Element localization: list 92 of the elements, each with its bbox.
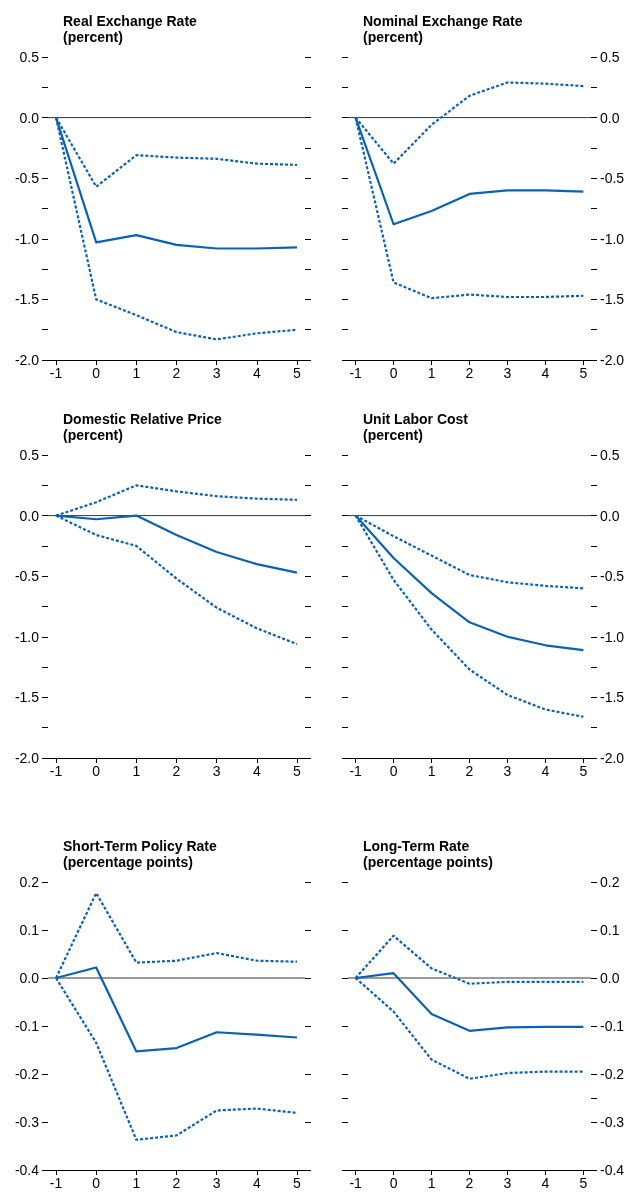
x-tick-label: 5	[293, 365, 302, 381]
x-tick-label: 3	[503, 763, 512, 779]
y-tick-label: -2.0	[600, 750, 625, 766]
y-tick-label: -2.0	[14, 352, 40, 368]
y-tick-label: -1.0	[14, 628, 40, 645]
y-tick-label: -0.2	[600, 1066, 625, 1082]
y-tick-label: -0.1	[600, 1018, 625, 1034]
y-tick-label: -1.5	[14, 291, 40, 308]
x-tick-label: 4	[541, 1175, 550, 1191]
x-tick-label: -1	[49, 1175, 63, 1191]
y-tick-label: 0.1	[19, 922, 40, 938]
x-tick-label: 3	[503, 365, 512, 381]
chart-subtitle: (percent)	[63, 427, 123, 443]
x-tick-label: 5	[579, 763, 588, 779]
y-tick-label: -0.5	[14, 170, 40, 187]
y-tick-label: -0.1	[14, 1018, 40, 1034]
y-tick-label: 0.5	[600, 447, 620, 463]
y-tick-label: -0.2	[14, 1066, 40, 1082]
x-tick-label: 2	[172, 365, 181, 381]
chart-subtitle: (percent)	[363, 427, 423, 443]
x-tick-label: -1	[49, 365, 63, 381]
x-tick-label: 3	[212, 763, 221, 779]
x-tick-label: 1	[132, 763, 141, 779]
x-tick-label: -1	[349, 1175, 363, 1191]
x-tick-label: 4	[252, 365, 261, 381]
x-tick-label: 0	[389, 365, 398, 381]
y-tick-label: -1.5	[600, 291, 625, 308]
y-tick-label: -2.0	[14, 750, 40, 766]
y-tick-label: 0.0	[600, 109, 620, 126]
x-tick-label: -1	[349, 763, 363, 779]
chart-title: Short-Term Policy Rate	[63, 838, 217, 854]
y-tick-label: -1.0	[600, 230, 625, 247]
y-tick-label: 0.0	[600, 970, 620, 986]
x-tick-label: 1	[427, 763, 436, 779]
y-tick-label: -0.5	[600, 568, 625, 585]
x-tick-label: -1	[349, 365, 363, 381]
chart-subtitle: (percent)	[63, 29, 123, 45]
chart-subtitle: (percent)	[363, 29, 423, 45]
x-tick-label: 0	[92, 365, 101, 381]
x-tick-label: 2	[465, 1175, 474, 1191]
chart-title: Domestic Relative Price	[63, 411, 222, 427]
x-tick-label: 5	[293, 1175, 302, 1191]
x-tick-label: 5	[293, 763, 302, 779]
x-tick-label: 3	[212, 1175, 221, 1191]
chart-subtitle: (percentage points)	[363, 854, 493, 870]
y-tick-label: -0.5	[14, 568, 40, 585]
y-tick-label: 0.5	[600, 49, 620, 65]
y-tick-label: -2.0	[600, 352, 625, 368]
chart-title: Real Exchange Rate	[63, 13, 198, 29]
x-tick-label: 0	[92, 763, 101, 779]
x-tick-label: 5	[579, 1175, 588, 1191]
y-tick-label: 0.1	[600, 922, 620, 938]
y-tick-label: -0.3	[600, 1114, 625, 1130]
y-tick-label: 0.5	[19, 447, 40, 463]
y-tick-label: -0.4	[600, 1162, 625, 1178]
y-tick-label: 0.0	[19, 109, 40, 126]
x-tick-label: 1	[427, 1175, 436, 1191]
x-tick-label: 2	[172, 763, 181, 779]
x-tick-label: 2	[465, 365, 474, 381]
x-tick-label: 0	[389, 1175, 398, 1191]
x-tick-label: 5	[579, 365, 588, 381]
y-tick-label: -1.5	[14, 689, 40, 706]
x-tick-label: 0	[92, 1175, 101, 1191]
y-tick-label: -0.3	[14, 1114, 40, 1130]
x-tick-label: 4	[541, 365, 550, 381]
x-tick-label: 1	[132, 365, 141, 381]
y-tick-label: 0.2	[19, 874, 40, 890]
x-tick-label: 4	[252, 1175, 261, 1191]
y-tick-label: -0.5	[600, 170, 625, 187]
x-tick-label: 0	[389, 763, 398, 779]
y-tick-label: 0.0	[600, 507, 620, 524]
chart-title: Nominal Exchange Rate	[363, 13, 523, 29]
x-tick-label: 2	[465, 763, 474, 779]
x-tick-label: 1	[132, 1175, 141, 1191]
x-tick-label: -1	[49, 763, 63, 779]
y-tick-label: -1.5	[600, 689, 625, 706]
x-tick-label: 4	[541, 763, 550, 779]
y-tick-label: 0.0	[19, 507, 40, 524]
x-tick-label: 2	[172, 1175, 181, 1191]
chart-title: Unit Labor Cost	[363, 411, 469, 427]
chart-title: Long-Term Rate	[363, 838, 470, 854]
x-tick-label: 1	[427, 365, 436, 381]
y-tick-label: 0.5	[19, 49, 40, 65]
x-tick-label: 3	[212, 365, 221, 381]
chart-subtitle: (percentage points)	[63, 854, 193, 870]
y-tick-label: 0.2	[600, 874, 620, 890]
y-tick-label: -0.4	[14, 1162, 40, 1178]
x-tick-label: 3	[503, 1175, 512, 1191]
y-tick-label: -1.0	[600, 628, 625, 645]
y-tick-label: 0.0	[19, 970, 40, 986]
x-tick-label: 4	[252, 763, 261, 779]
y-tick-label: -1.0	[14, 230, 40, 247]
